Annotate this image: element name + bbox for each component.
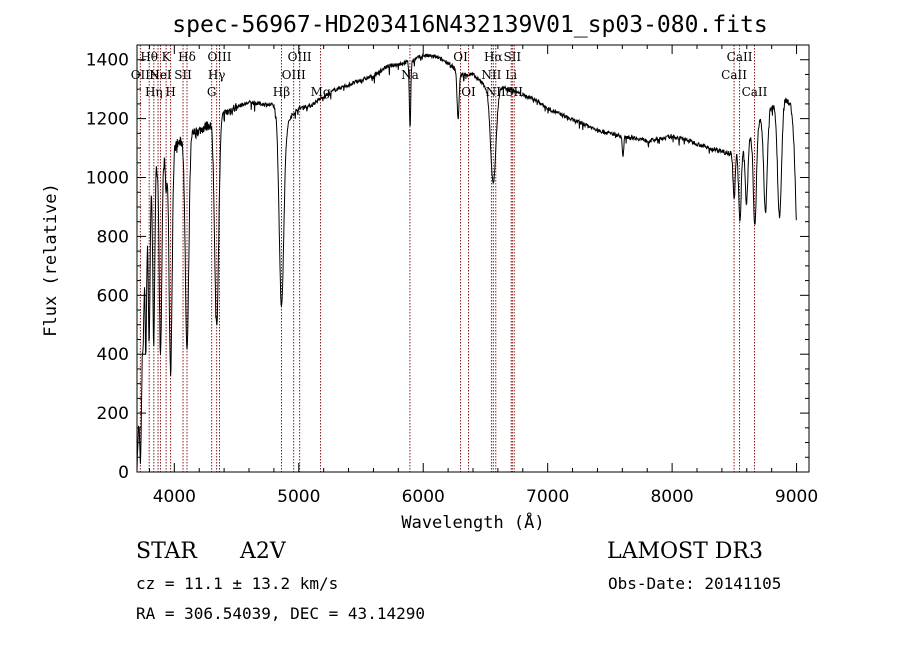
reference-lines xyxy=(139,45,755,472)
reference-line-label: SII xyxy=(503,50,521,64)
observation-date: Obs-Date: 20141105 xyxy=(608,574,782,593)
reference-line-label: OIII xyxy=(288,50,312,64)
object-subclass: A2V xyxy=(240,539,286,564)
y-tick-label: 0 xyxy=(118,463,129,483)
reference-line-label: Hθ xyxy=(140,50,158,64)
y-tick-label: 1400 xyxy=(86,51,129,71)
y-axis-label: Flux (relative) xyxy=(41,183,61,337)
x-tick-label: 8000 xyxy=(650,487,693,507)
reference-line-label: OIII xyxy=(282,68,306,82)
reference-line-label: CaII xyxy=(721,68,747,82)
reference-line-label: Hβ xyxy=(273,85,290,99)
reference-line-label: OI xyxy=(461,85,476,99)
x-tick-label: 5000 xyxy=(277,487,320,507)
x-axis-ticks: 4000 5000 6000 7000 8000 9000 xyxy=(148,45,818,507)
reference-line-label: Mg xyxy=(311,85,331,99)
reference-line-label: OIII xyxy=(207,50,231,64)
reference-line-label: Hδ xyxy=(178,50,196,64)
y-tick-label: 600 xyxy=(97,286,129,306)
chart-title: spec-56967-HD203416N432139V01_sp03-080.f… xyxy=(172,12,767,38)
y-axis-ticks: 0 200 400 600 800 1000 1200 1400 xyxy=(86,51,809,483)
y-tick-label: 1200 xyxy=(86,110,129,130)
spectrum-line xyxy=(136,53,797,473)
reference-line-label: Hα xyxy=(484,50,503,64)
redshift-value: cz = 11.1 ± 13.2 km/s xyxy=(136,574,339,593)
reference-line-label: H xyxy=(165,85,175,99)
x-tick-label: 4000 xyxy=(153,487,196,507)
y-tick-label: 800 xyxy=(97,227,129,247)
reference-line-label: G xyxy=(207,85,217,99)
reference-line-label: Li xyxy=(505,68,517,82)
x-axis-label: Wavelength (Å) xyxy=(401,511,544,533)
reference-line-label: NII xyxy=(481,68,501,82)
reference-line-label: Ne xyxy=(149,68,167,82)
reference-line-label: CaII xyxy=(742,85,768,99)
spectrum-chart: spec-56967-HD203416N432139V01_sp03-080.f… xyxy=(41,12,818,533)
reference-line-label: K xyxy=(162,50,172,64)
x-tick-label: 9000 xyxy=(775,487,818,507)
y-tick-label: 200 xyxy=(97,404,129,424)
reference-line-label: SII xyxy=(174,68,192,82)
x-tick-label: 6000 xyxy=(402,487,445,507)
y-tick-label: 1000 xyxy=(86,169,129,189)
reference-line-label: Na xyxy=(401,68,419,82)
reference-line-label: OII xyxy=(131,68,151,82)
reference-line-label: Hη xyxy=(145,85,163,99)
reference-line-label: CaII xyxy=(727,50,753,64)
reference-line-label: Hγ xyxy=(208,68,226,82)
survey-name: LAMOST DR3 xyxy=(607,539,763,564)
reference-line-label: HeI xyxy=(149,68,172,82)
object-class: STAR xyxy=(136,539,197,564)
x-tick-label: 7000 xyxy=(526,487,569,507)
reference-line-label: OI xyxy=(453,50,468,64)
y-tick-label: 400 xyxy=(97,345,129,365)
sky-coordinates: RA = 306.54039, DEC = 43.14290 xyxy=(136,604,425,623)
